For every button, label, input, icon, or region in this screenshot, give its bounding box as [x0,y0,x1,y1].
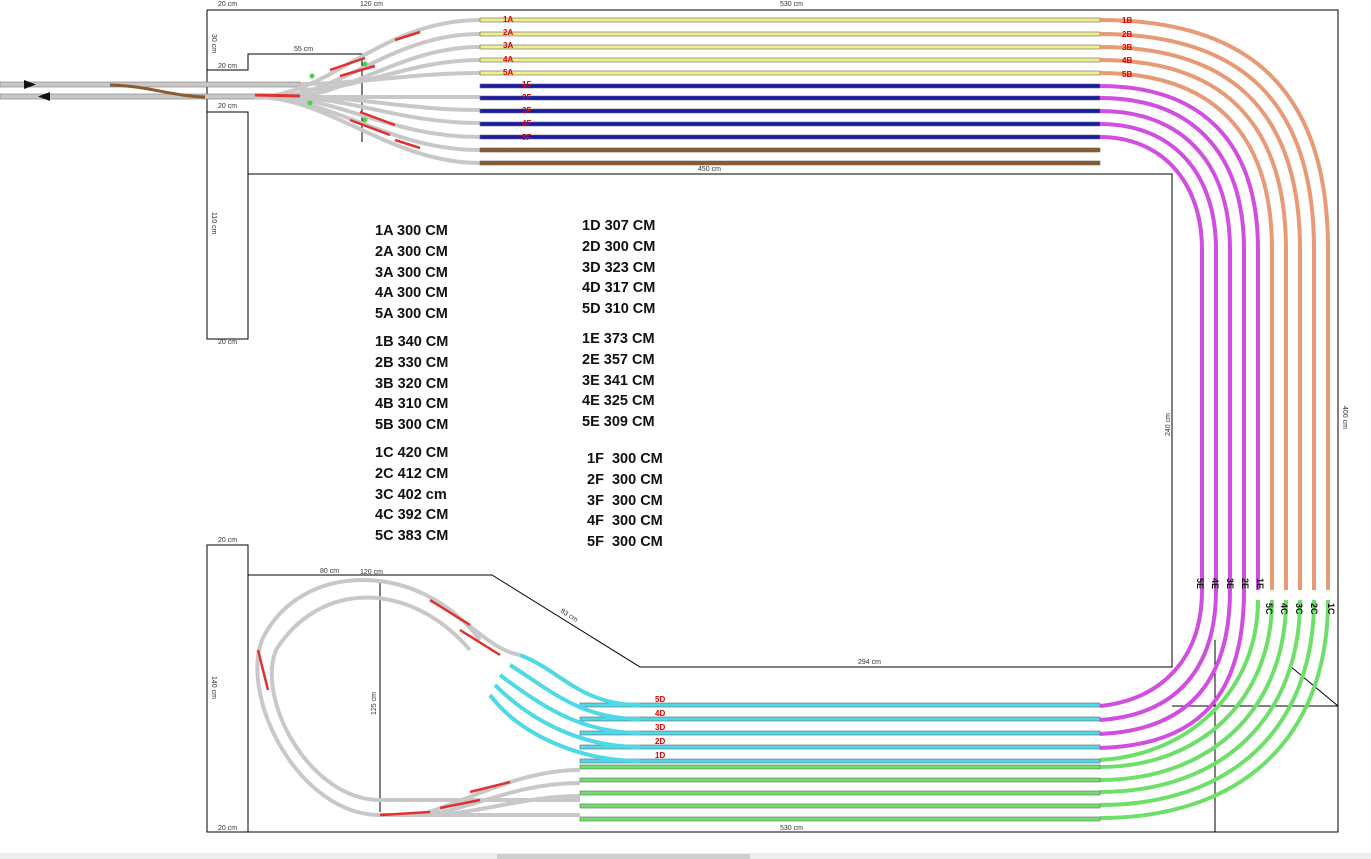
label-4A: 4A [503,55,513,64]
top-ladder [254,18,481,165]
dim-loop-80: 80 cm [320,568,339,575]
length-1A: 1A 300 CM [375,223,448,239]
length-4A: 4A 300 CM [375,285,448,302]
length-1B: 1B 340 CM [375,333,449,350]
length-5E: 5E 309 CM [582,414,655,431]
dim-loop-125: 125 cm [371,692,378,715]
dim-right-inner: 240 cm [1165,413,1172,436]
return-loop [255,578,581,817]
length-4B: 4B 310 CM [375,396,449,413]
dim-right-outer: 400 cm [1341,406,1348,429]
direction-arrow-left-icon [38,92,50,101]
label-3A: 3A [503,41,513,50]
label-1E: 1E [1255,578,1265,589]
length-5C: 5C 383 CM [375,528,449,545]
label-4F: 4F [522,119,531,128]
mainline-entry [0,80,301,101]
label-2C: 2C [1309,603,1319,615]
label-1B: 1B [1122,16,1132,25]
length-4D: 4D 317 CM [582,280,656,297]
dim-top-mid: 120 cm [360,1,383,8]
label-5B: 5B [1122,70,1132,79]
label-2E: 2E [1240,578,1250,589]
label-1C: 1C [1326,603,1336,615]
dim-bottom: 530 cm [780,825,803,832]
label-2F: 2F [522,93,531,102]
label-5A: 5A [503,68,513,77]
label-3E: 3E [1225,578,1235,589]
length-4C: 4C 392 CM [375,507,449,524]
dim-left-mid-bottom: 20 cm [218,339,237,346]
length-3C: 3C 402 cm [375,486,447,503]
length-5F: 5F 300 CM [587,534,663,551]
length-1E: 1E 373 CM [582,330,655,347]
right-curves-c [1099,599,1330,820]
length-2A: 2A 300 CM [375,243,448,260]
label-4E: 4E [1210,578,1220,589]
length-3D: 3D 323 CM [582,259,656,276]
label-3B: 3B [1122,43,1132,52]
length-2B: 2B 330 CM [375,354,449,371]
label-2D: 2D [655,737,665,746]
scrollbar-thumb[interactable] [497,854,750,859]
label-5E: 5E [1195,578,1205,589]
dim-left-mid-w: 20 cm [218,103,237,110]
label-1D: 1D [655,751,665,760]
length-4E: 4E 325 CM [582,393,655,410]
length-2F: 2F 300 CM [587,471,663,488]
length-1D: 1D 307 CM [582,218,656,234]
length-1C: 1C 420 CM [375,444,449,461]
label-1A: 1A [503,15,513,24]
dim-inner-top: 450 cm [698,166,721,173]
dim-top-left: 20 cm [218,1,237,8]
length-1F: 1F 300 CM [587,450,663,467]
length-3A: 3A 300 CM [375,264,448,281]
length-2C: 2C 412 CM [375,465,449,482]
label-5F: 5F [522,133,531,142]
label-4C: 4C [1279,603,1289,615]
length-5B: 5B 300 CM [375,417,449,434]
top-straights [479,17,1101,166]
length-5A: 5A 300 CM [375,306,448,323]
label-2A: 2A [503,28,513,37]
length-3E: 3E 341 CM [582,372,655,389]
length-3B: 3B 320 CM [375,375,449,392]
right-curves-b [1099,18,1330,590]
dim-bottom-left: 20 cm [218,825,237,832]
length-4F: 4F 300 CM [587,513,663,530]
length-2D: 2D 300 CM [582,238,656,255]
dim-left-lower-w: 20 cm [218,537,237,544]
label-3C: 3C [1294,603,1304,615]
length-column-1: 1A 300 CM 2A 300 CM 3A 300 CM 4A 300 CM … [375,221,448,547]
label-3F: 3F [522,106,531,115]
dim-left-mid-h: 110 cm [210,212,217,235]
bottom-straights [579,702,1101,822]
dim-top-right: 530 cm [780,1,803,8]
dim-inner-bottom: 294 cm [858,659,881,666]
track-labels: 1A 2A 3A 4A 5A 1B 2B 3B 4B 5B 1F 2F 3F 4… [503,15,1336,760]
length-2E: 2E 357 CM [582,351,655,368]
label-4B: 4B [1122,56,1132,65]
dim-left-lower-h: 140 cm [210,676,217,699]
label-2B: 2B [1122,30,1132,39]
cyan-approach [488,653,641,763]
dim-diag-83: 83 cm [559,608,579,624]
label-4D: 4D [655,709,665,718]
dim-loop-120: 120 cm [360,569,383,576]
dim-left-upper-w: 20 cm [218,63,237,70]
loop-switches [256,598,511,817]
length-column-2: 1D 307 CM 2D 300 CM 3D 323 CM 4D 317 CM … [582,216,663,553]
length-3F: 3F 300 CM [587,492,663,509]
label-5D: 5D [655,695,665,704]
label-1F: 1F [522,80,531,89]
direction-arrow-right-icon [24,80,36,89]
dimension-labels: 20 cm 120 cm 530 cm 30 cm 20 cm 55 cm 20… [210,1,1348,832]
dim-left-upper-h: 30 cm [210,34,217,53]
dim-notch-55: 55 cm [294,46,313,53]
label-5C: 5C [1264,603,1274,615]
label-3D: 3D [655,723,665,732]
right-curves-e [1099,84,1260,750]
length-5D: 5D 310 CM [582,301,656,318]
